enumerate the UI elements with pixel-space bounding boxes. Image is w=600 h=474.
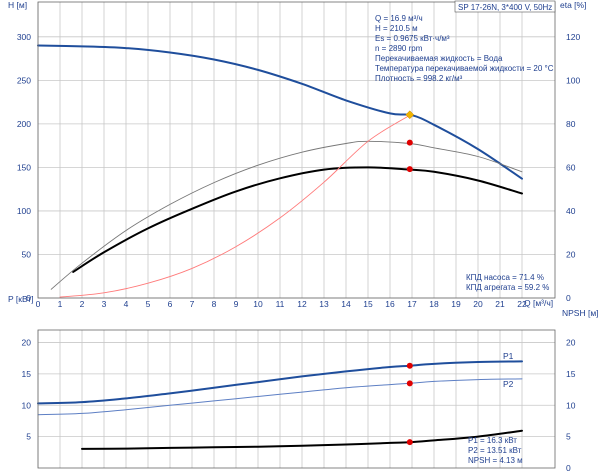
- info-line-temperature: Температура перекачиваемой жидкости = 20…: [375, 64, 554, 73]
- lower-left-tick-label: 10: [22, 400, 32, 410]
- lower-plot-frame: [37, 329, 556, 469]
- upper-right-tick-label: 0: [566, 293, 571, 303]
- title-box: [454, 0, 556, 13]
- upper-left-tick-label: 250: [17, 75, 31, 85]
- upper-right-axis-label-eta: eta [%]: [560, 0, 586, 10]
- lower-p2-line: [37, 378, 523, 416]
- x-tick-label: 4: [124, 299, 129, 309]
- upper-curve-3-line: [59, 114, 411, 298]
- upper-left-axis-label-h: H [м]: [8, 0, 27, 10]
- lower-left-tick-label: 15: [22, 369, 32, 379]
- lower-right-tick-label: 0: [566, 463, 571, 473]
- lower-left-tick-label: 5: [26, 432, 31, 442]
- upper-right-tick-label: 100: [566, 75, 580, 85]
- x-tick-label: 15: [363, 299, 373, 309]
- x-tick-label: 20: [473, 299, 483, 309]
- x-tick-label: 3: [102, 299, 107, 309]
- tick-labels-group: 0 1 2 3 4 5 6 7 8 9 10 11 12 13 14 15 16 17 18 19 20 21 220501…: [17, 32, 581, 473]
- upper-left-tick-label: 50: [22, 249, 32, 259]
- p1-series-label: P1: [503, 351, 514, 361]
- upper-grid: [37, 2, 555, 299]
- info-line-speed: n = 2890 rpm: [375, 44, 423, 53]
- lower-operating-point-marker: [406, 380, 413, 387]
- lower-p1-line: [37, 360, 523, 405]
- info-line-energy: Es = 0.9675 кВт·ч/м³: [375, 34, 450, 43]
- lower-left-axis-label: P [кВт]: [8, 294, 34, 304]
- info-line-flow: Q = 16.9 м³/ч: [375, 14, 423, 23]
- upper-left-tick-label: 200: [17, 119, 31, 129]
- upper-curve-2-line: [50, 140, 523, 290]
- info-line-liquid: Перекачиваемая жидкость = Вода: [375, 54, 503, 63]
- x-tick-label: 13: [319, 299, 329, 309]
- x-tick-label: 16: [385, 299, 395, 309]
- upper-left-tick-label: 0: [26, 293, 31, 303]
- x-tick-label: 7: [190, 299, 195, 309]
- upper-left-tick-label: 150: [17, 162, 31, 172]
- chart-title: SP 17-26N, 3*400 V, 50Hz: [458, 3, 552, 12]
- npsh-value-label: NPSH = 4.13 м: [468, 456, 523, 465]
- upper-right-tick-label: 20: [566, 249, 576, 259]
- info-block: Q = 16.9 м³/ч H = 210.5 м Es = 0.9675 кВ…: [375, 14, 554, 83]
- lower-right-tick-label: 5: [566, 432, 571, 442]
- upper-right-tick-label: 120: [566, 32, 580, 42]
- info-line-head: H = 210.5 м: [375, 24, 418, 33]
- x-tick-label: 18: [429, 299, 439, 309]
- lower-series-group: [37, 360, 523, 450]
- x-tick-label: 2: [80, 299, 85, 309]
- upper-right-tick-label: 80: [566, 119, 576, 129]
- lower-right-tick-label: 15: [566, 369, 576, 379]
- x-tick-label: 9: [234, 299, 239, 309]
- p2-value-label: P2 = 13.51 кВт: [468, 446, 522, 455]
- x-tick-label: 5: [146, 299, 151, 309]
- upper-curve-1-line: [72, 166, 523, 273]
- unit-efficiency-label: КПД агрегата = 59.2 %: [466, 283, 549, 292]
- upper-left-tick-label: 300: [17, 32, 31, 42]
- upper-plot-frame: [37, 1, 556, 299]
- upper-right-tick-label: 40: [566, 206, 576, 216]
- lower-operating-point-marker: [406, 439, 413, 446]
- x-tick-label: 17: [407, 299, 417, 309]
- upper-right-tick-label: 60: [566, 162, 576, 172]
- x-tick-label: 14: [341, 299, 351, 309]
- x-tick-label: 6: [168, 299, 173, 309]
- upper-x-axis-label: Q [м³/ч]: [524, 298, 553, 308]
- x-tick-label: 11: [276, 299, 285, 309]
- lower-right-tick-label: 10: [566, 400, 576, 410]
- lower-left-tick-label: 20: [22, 338, 32, 348]
- info-line-density: Плотность = 998.2 кг/м³: [375, 74, 463, 83]
- upper-operating-point-marker: [406, 166, 413, 173]
- lower-right-axis-label: NPSH [м]: [562, 308, 599, 318]
- p2-series-label: P2: [503, 379, 514, 389]
- upper-series-group: [37, 44, 523, 298]
- x-tick-label: 8: [212, 299, 217, 309]
- x-tick-label: 12: [297, 299, 307, 309]
- x-tick-label: 19: [451, 299, 461, 309]
- lower-operating-point-marker: [406, 362, 413, 369]
- upper-curve-0-line: [37, 44, 523, 180]
- upper-duty-point-marker: [405, 110, 415, 120]
- p1-value-label: P1 = 16.3 кВт: [468, 436, 517, 445]
- upper-left-tick-label: 100: [17, 206, 31, 216]
- x-tick-label: 10: [253, 299, 263, 309]
- upper-operating-point-marker: [406, 139, 413, 146]
- x-tick-label: 1: [58, 299, 63, 309]
- x-tick-label: 22: [517, 299, 527, 309]
- pump-efficiency-label: КПД насоса = 71.4 %: [466, 273, 544, 282]
- x-tick-label: 21: [495, 299, 505, 309]
- x-tick-label: 0: [36, 299, 41, 309]
- lower-right-tick-label: 20: [566, 338, 576, 348]
- lower-npsh-line: [81, 429, 523, 450]
